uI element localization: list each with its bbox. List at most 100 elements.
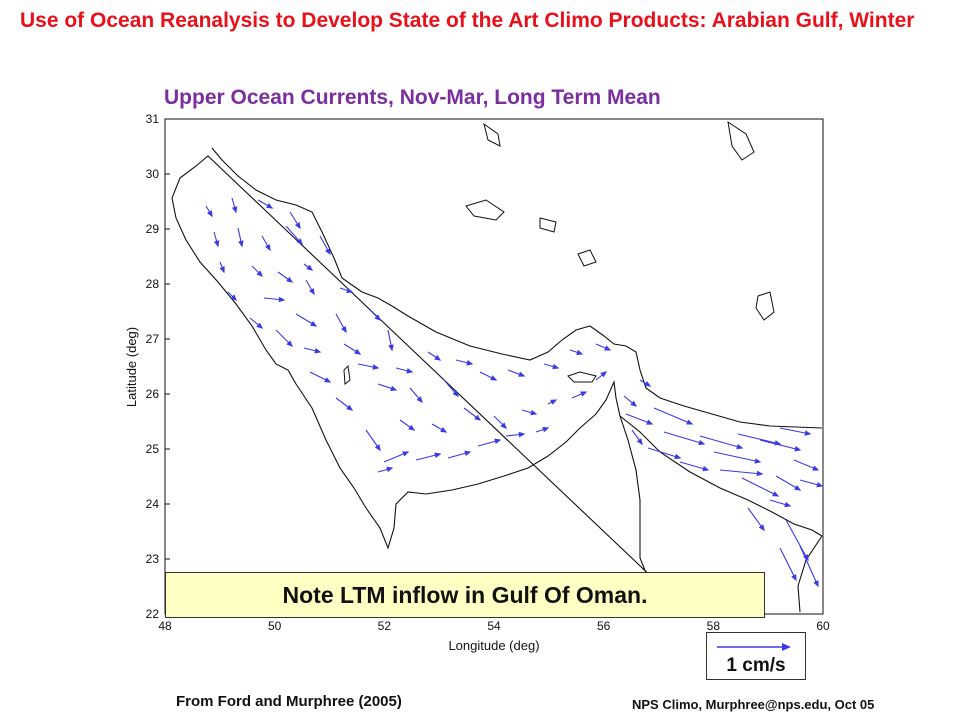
current-arrow-head [266,203,274,209]
note-box: Note LTM inflow in Gulf Of Oman. [165,572,765,618]
current-arrow [741,477,779,497]
current-arrow [759,439,801,451]
y-tick-label: 30 [146,167,160,181]
y-tick-label: 23 [146,552,160,566]
current-arrow-head [756,470,764,477]
current-arrow-head [402,451,410,457]
current-arrow-head [325,248,331,256]
current-arrow-head [408,424,416,431]
island-masirah [755,291,775,321]
x-tick-label: 50 [268,619,282,633]
current-arrow-head [530,409,538,416]
current-arrow-head [206,210,213,218]
current-arrow-head [346,287,354,294]
current-arrow-head [231,206,238,214]
current-arrow-head [278,296,286,303]
y-tick-label: 24 [146,497,160,511]
current-arrow-head [374,444,381,452]
x-tick-label: 58 [707,619,721,633]
current-arrow-head [772,491,780,497]
y-tick-label: 28 [146,277,160,291]
y-axis-label: Latitude (deg) [124,327,139,407]
current-arrow-head [518,371,526,377]
current-arrow-head [552,363,560,370]
current-arrow-head [702,465,710,472]
map-subtitle: Upper Ocean Currents, Nov-Mar, Long Term… [164,86,661,109]
current-arrow-head [310,320,318,327]
x-tick-label: 60 [816,619,830,633]
current-arrow [779,547,797,581]
current-arrow-head [816,481,824,488]
current-arrow-head [306,264,314,271]
y-tick-label: 29 [146,222,160,236]
source-citation: From Ford and Murphree (2005) [176,693,402,710]
y-tick-label: 31 [146,112,160,126]
x-axis-label: Longitude (deg) [448,638,539,653]
current-arrow-head [464,450,472,457]
scale-label: 1 cm/s [726,655,786,676]
current-arrow-head [346,404,354,411]
slide-title: Use of Ocean Reanalysis to Develop State… [20,9,915,32]
current-arrow-head [644,380,652,387]
current-arrow-head [440,427,448,433]
current-arrow-head [604,345,612,351]
current-arrow [663,431,705,445]
current-arrow-head [794,485,802,491]
inland-lake-1 [727,120,755,161]
current-arrow-head [286,276,294,283]
current-arrow-head [736,443,744,450]
scale-arrow-icon [717,643,791,651]
current-arrow-head [754,458,762,464]
current-arrow-head [374,314,381,321]
current-arrow-head [314,348,322,354]
current-arrow [719,469,763,475]
current-arrow-head [294,222,301,230]
current-arrow-head [490,375,498,381]
plot-frame [164,118,824,615]
current-arrow-head [580,391,588,397]
current-arrow-head [213,240,220,248]
current-arrow-head [372,364,380,370]
current-arrow [785,519,809,561]
current-arrow-head [600,371,608,378]
current-arrow-head [518,431,526,438]
current-arrow-head [758,524,765,532]
current-arrow-head [500,422,507,429]
inland-lake-2 [465,199,505,221]
current-arrow-head [474,414,482,421]
current-arrow-head [406,368,414,374]
current-arrow [799,545,819,587]
current-arrow-head [230,294,237,301]
y-tick-label: 25 [146,442,160,456]
inland-lake-3 [577,249,597,267]
current-arrow-head [354,348,362,355]
current-arrow [647,447,681,459]
current-arrow-head [434,452,442,458]
current-arrow-head [256,270,263,277]
axis-ticks: 48 50 52 54 56 58 60 31 30 29 28 27 26 25 24 23 22 [146,112,830,633]
island-qeshm [567,371,597,383]
current-arrow-head [416,396,423,404]
current-arrow-head [812,465,820,471]
current-arrow-head [324,377,332,383]
current-arrow-head [804,430,812,436]
y-tick-label: 22 [146,607,160,621]
inland-lake-4 [483,122,501,147]
current-arrow [737,433,781,445]
current-arrow-head [388,344,394,352]
x-tick-label: 48 [158,619,172,633]
current-arrow-head [698,439,706,446]
current-arrow-head [636,438,643,446]
current-arrow-head [813,580,819,588]
current-arrow-head [386,466,394,473]
current-arrow-head [296,238,303,246]
current-arrow-head [219,266,225,274]
x-tick-label: 56 [597,619,611,633]
current-arrow-head [390,385,398,392]
current-arrow-head [674,453,682,460]
current-vectors [205,197,824,588]
current-arrow-head [341,326,347,334]
x-tick-label: 54 [487,619,501,633]
current-arrow-head [791,574,797,582]
